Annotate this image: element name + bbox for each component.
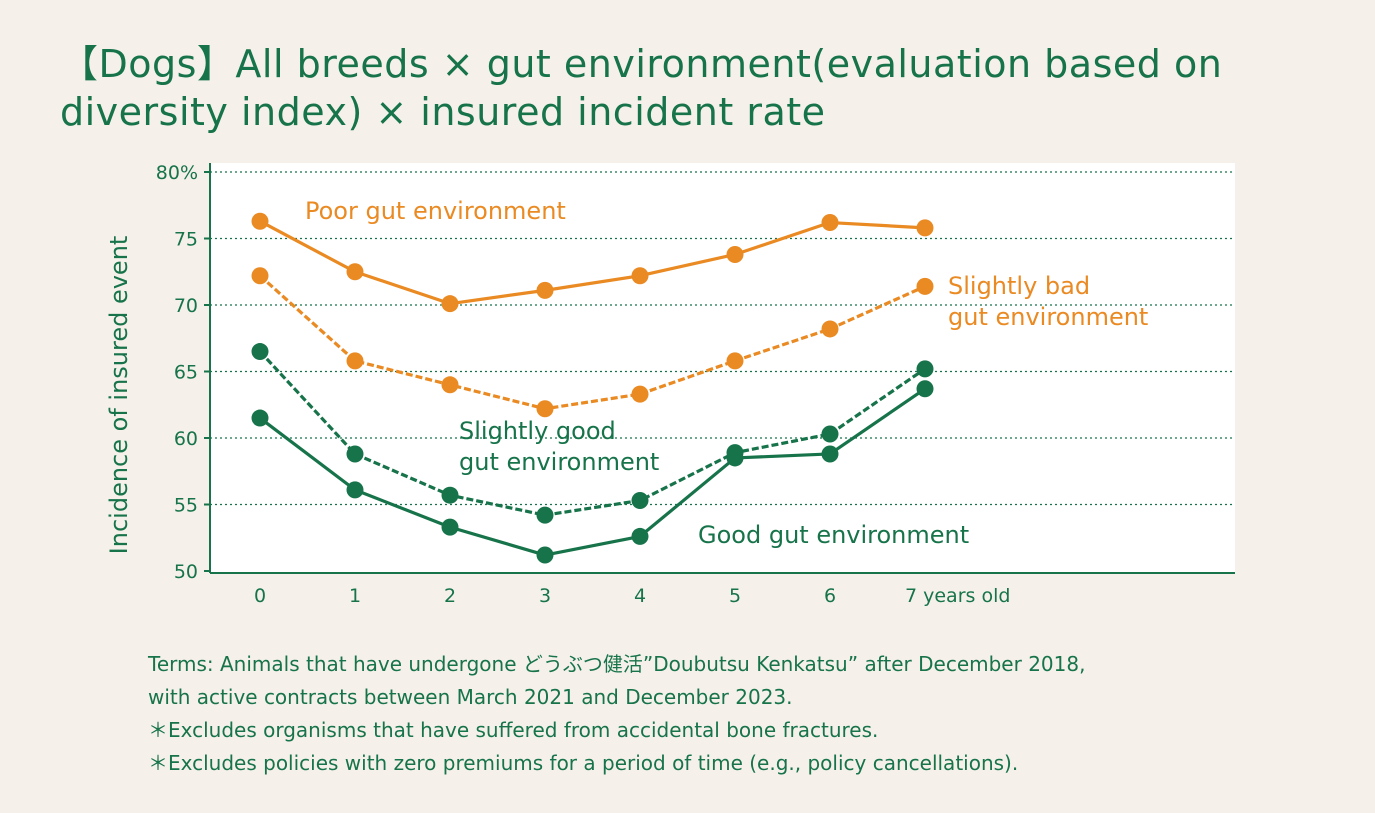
x-tick-label: 5 — [729, 585, 741, 607]
footnote-terms-line-1: Terms: Animals that have undergone どうぶつ健… — [148, 652, 1086, 676]
data-point — [726, 245, 744, 263]
data-point — [536, 506, 554, 524]
y-tick-label: 55 — [174, 495, 198, 517]
data-point — [916, 360, 934, 378]
data-point — [821, 214, 839, 232]
data-point — [441, 518, 459, 536]
data-series — [251, 212, 934, 564]
data-point — [536, 400, 554, 418]
data-point — [251, 267, 269, 285]
x-tick-label: 4 — [634, 585, 646, 607]
data-point — [821, 445, 839, 463]
data-point — [251, 212, 269, 230]
x-axis-tick-labels: 0 1 2 3 4 5 6 7 years old — [254, 585, 1010, 607]
y-axis-title: Incidence of insured event — [105, 236, 133, 555]
data-point — [441, 486, 459, 504]
data-point — [346, 352, 364, 370]
series-line — [258, 350, 926, 517]
y-axis-tick-labels: 80% 75 70 65 60 55 50 — [156, 162, 210, 583]
data-point — [821, 425, 839, 443]
x-tick-label: 6 — [824, 585, 836, 607]
series-good-gut-environment — [251, 380, 934, 564]
data-point — [346, 445, 364, 463]
line-chart: 80% 75 70 65 60 55 50 0 1 2 3 4 5 6 7 years old Incid… — [105, 162, 1235, 607]
data-point — [631, 527, 649, 545]
data-point — [631, 385, 649, 403]
data-point — [726, 449, 744, 467]
series-line — [259, 219, 926, 306]
data-point — [346, 481, 364, 499]
footnote-terms-line-2: with active contracts between March 2021… — [148, 685, 793, 709]
series-label: gut environment — [948, 303, 1148, 331]
y-tick-label: 60 — [174, 428, 198, 450]
footnote-exclusion-fractures: ＊Excludes organisms that have suffered f… — [148, 718, 879, 742]
data-point — [251, 409, 269, 427]
series-slightly-good-gut-environment — [251, 343, 934, 524]
data-point — [251, 343, 269, 361]
y-tick-label: 70 — [174, 295, 198, 317]
x-tick-label: 2 — [444, 585, 456, 607]
series-line — [259, 387, 926, 557]
y-tick-label: 65 — [174, 362, 198, 384]
data-point — [916, 277, 934, 295]
data-point — [536, 281, 554, 299]
data-point — [536, 546, 554, 564]
chart-title: 【Dogs】All breeds × gut environment(evalu… — [60, 42, 1223, 134]
series-label: Poor gut environment — [305, 197, 566, 225]
data-point — [631, 492, 649, 510]
data-point — [916, 219, 934, 237]
footnotes: Terms: Animals that have undergone どうぶつ健… — [148, 648, 1298, 780]
data-point — [631, 267, 649, 285]
data-point — [916, 380, 934, 398]
y-tick-label: 50 — [174, 561, 198, 583]
gridlines — [210, 171, 1235, 506]
series-line — [258, 274, 926, 411]
x-tick-label: 0 — [254, 585, 266, 607]
x-tick-label: 3 — [539, 585, 551, 607]
series-poor-gut-environment — [251, 212, 934, 313]
data-point — [441, 376, 459, 394]
data-point — [726, 352, 744, 370]
data-point — [346, 263, 364, 281]
series-labels: Poor gut environment Slightly bad gut envi… — [305, 197, 1148, 549]
series-label: Good gut environment — [698, 521, 969, 549]
series-label: gut environment — [459, 448, 659, 476]
data-point — [821, 320, 839, 338]
data-point — [441, 295, 459, 313]
y-tick-label: 75 — [174, 229, 198, 251]
y-tick-label: 80% — [156, 162, 198, 184]
series-slightly-bad-gut-environment — [251, 267, 934, 418]
series-label: Slightly good — [459, 417, 616, 445]
x-tick-label: 1 — [349, 585, 361, 607]
x-tick-label: 7 years old — [905, 585, 1010, 607]
footnote-exclusion-zero-premiums: ＊Excludes policies with zero premiums fo… — [148, 751, 1019, 775]
series-label: Slightly bad — [948, 272, 1090, 300]
